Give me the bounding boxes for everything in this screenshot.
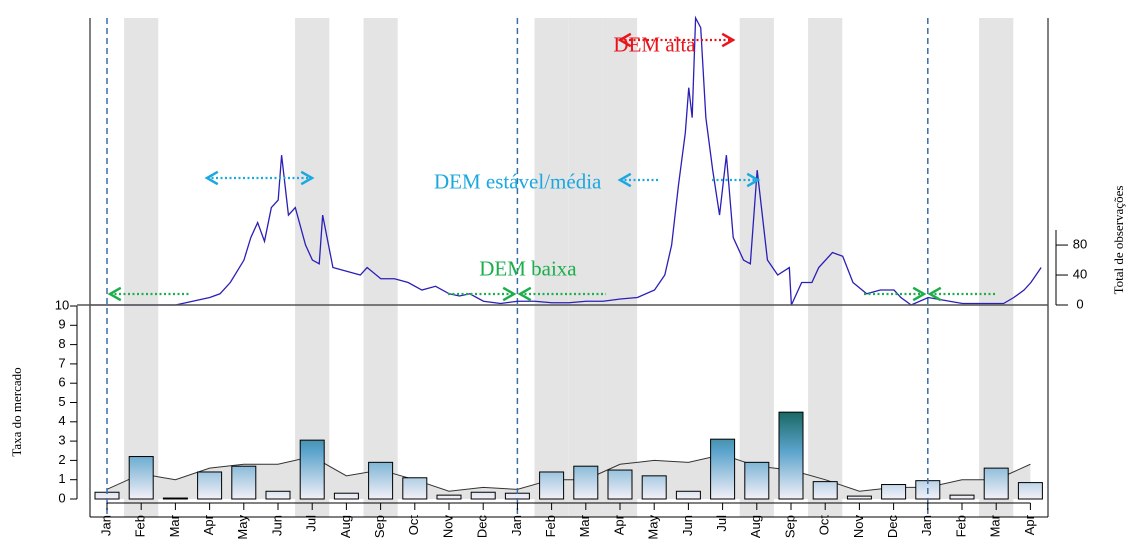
x-tick-label: Dec (885, 515, 900, 539)
x-tick-label: Mar (988, 514, 1003, 537)
y-tick-label: 7 (58, 355, 65, 370)
y2-tick-label: 80 (1073, 236, 1087, 251)
bar (265, 490, 291, 500)
y-tick-label: 1 (58, 471, 65, 486)
shade-band (568, 18, 603, 517)
bar (333, 492, 359, 500)
x-tick-label: Aug (748, 515, 763, 538)
x-tick-label: Sep (372, 515, 387, 538)
annotation: DEM alta (613, 32, 696, 56)
annotation: DEM estável/média (434, 169, 602, 193)
y2-tick-label: 0 (1076, 296, 1083, 311)
y-tick-label: 6 (58, 375, 65, 390)
x-tick-label: May (646, 515, 661, 540)
bar (812, 481, 838, 500)
x-tick-label: Apr (1022, 514, 1037, 535)
x-tick-label: Aug (338, 515, 353, 538)
x-tick-label: Nov (851, 515, 866, 539)
bar (744, 461, 770, 500)
bar (675, 490, 701, 500)
bar (573, 465, 599, 500)
y-tick-label: 4 (58, 413, 65, 428)
area-line (106, 454, 1031, 492)
bar (197, 471, 223, 500)
y2-tick-label: 40 (1073, 266, 1087, 281)
x-tick-label: Jan (509, 515, 524, 536)
bar (1017, 482, 1043, 500)
shade-band (124, 18, 159, 517)
bar (128, 456, 154, 500)
annotation: DEM baixa (479, 256, 577, 280)
shade-band (602, 18, 638, 517)
x-tick-label: Feb (133, 515, 148, 537)
shade-band (979, 18, 1014, 517)
marks (90, 15, 1043, 517)
bar (949, 494, 975, 500)
bar (162, 497, 188, 500)
x-tick-label: Feb (543, 515, 558, 537)
bar (778, 411, 804, 500)
x-tick-label: Feb (953, 515, 968, 537)
x-tick-label: Apr (611, 514, 626, 535)
y-tick-label: 2 (58, 452, 65, 467)
bar (881, 484, 907, 500)
shade-band (534, 18, 569, 517)
left-axis-title: Taxa do mercado (9, 367, 24, 456)
right-axis-title: Total de observações (1111, 186, 1126, 295)
bar (710, 438, 736, 500)
bar (299, 439, 325, 500)
annotation-arrows (107, 32, 995, 302)
x-tick-label: Dec (475, 515, 490, 539)
bar (368, 461, 394, 500)
shade-band (295, 18, 330, 517)
bar (983, 467, 1009, 500)
x-tick-label: Jun (680, 515, 695, 536)
x-tick-label: Mar (577, 514, 592, 537)
y-tick-label: 9 (58, 317, 65, 332)
bar (607, 469, 633, 500)
x-tick-label: Jan (919, 515, 934, 536)
bar (846, 495, 872, 500)
x-tick-label: Oct (817, 515, 832, 536)
x-tick-label: May (235, 515, 250, 540)
y-tick-label: 10 (55, 297, 69, 312)
bar (402, 477, 428, 500)
bar (436, 494, 462, 500)
x-tick-label: Sep (782, 515, 797, 538)
y-tick-label: 3 (58, 433, 65, 448)
frame (77, 18, 1049, 518)
bar (470, 491, 496, 500)
x-tick-label: Jun (269, 515, 284, 536)
x-tick-label: Jul (304, 515, 319, 532)
x-tick-label: Jan (98, 515, 113, 536)
y-tick-label: 8 (58, 336, 65, 351)
bar (231, 465, 257, 500)
x-tick-label: Oct (406, 515, 421, 536)
shade-band (363, 18, 398, 517)
x-tick-label: Nov (440, 515, 455, 539)
shade-band (739, 18, 774, 517)
bar (539, 471, 565, 500)
y-tick-label: 0 (58, 490, 65, 505)
x-tick-label: Apr (201, 514, 216, 535)
x-tick-label: Mar (167, 514, 182, 537)
y-tick-label: 5 (58, 394, 65, 409)
x-tick-label: Jul (714, 515, 729, 532)
bar (641, 475, 667, 500)
shading-bands (124, 18, 1014, 517)
shade-band (808, 18, 843, 517)
